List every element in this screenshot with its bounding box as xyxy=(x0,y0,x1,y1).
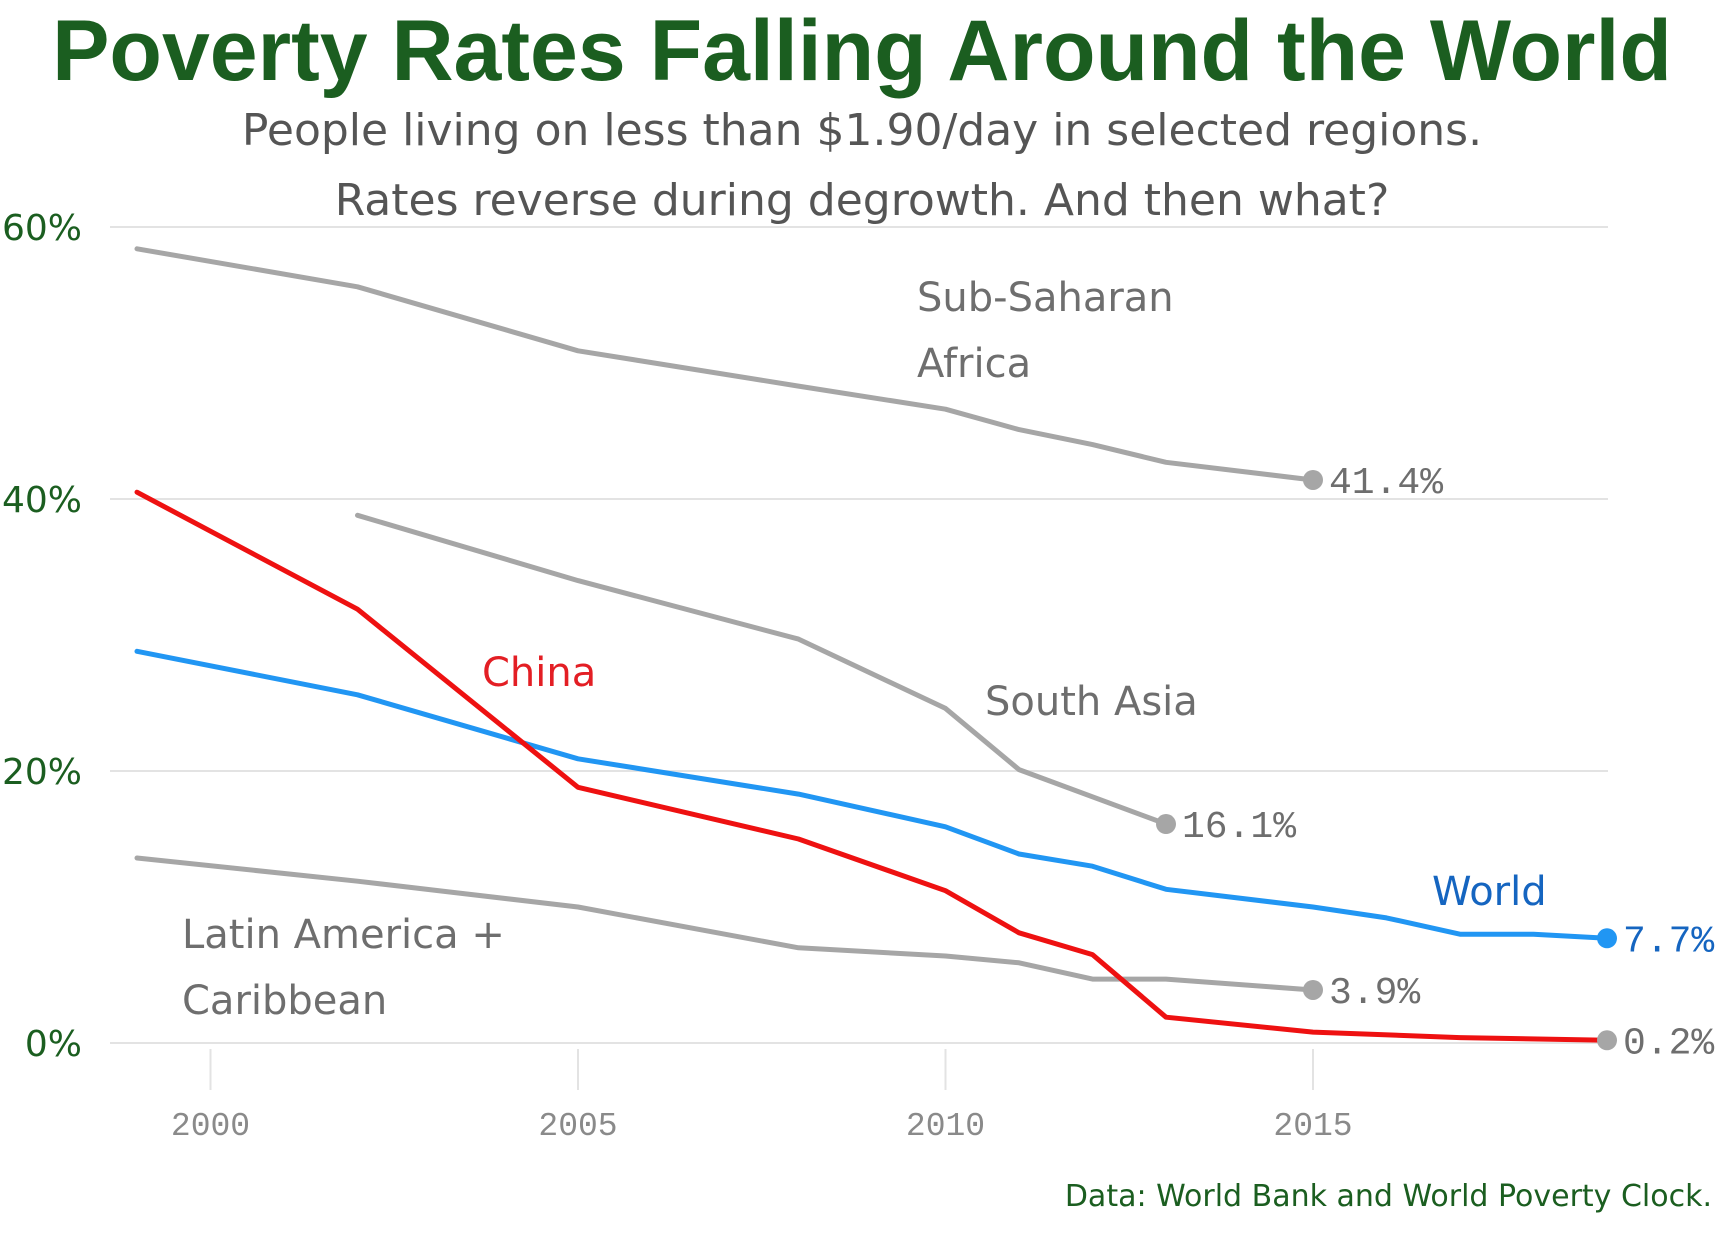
series-world: 7.7% World xyxy=(134,648,1714,963)
y-tick-label: 20% xyxy=(2,752,82,793)
axes: 0% 20% 40% 60% 2000 2005 2010 2015 xyxy=(2,208,1353,1145)
source-note: Data: World Bank and World Poverty Clock… xyxy=(1065,1179,1712,1214)
series-line-world xyxy=(134,648,1610,941)
series-end-point-sub-saharan-africa xyxy=(1303,469,1323,490)
chart-subtitle-line-2: Rates reverse during degrowth. And then … xyxy=(335,175,1390,226)
series-sub-saharan-africa: 41.4% Sub-Saharan Africa xyxy=(134,246,1443,505)
series-end-label-sub-saharan-africa: 41.4% xyxy=(1329,462,1443,505)
series-label-south-asia: South Asia xyxy=(985,679,1198,725)
series-line-sub-saharan-africa xyxy=(134,246,1316,483)
series-end-label-world: 7.7% xyxy=(1623,920,1714,963)
series-line-latin-america-caribbean xyxy=(134,855,1316,993)
chart-subtitle-line-1: People living on less than $1.90/day in … xyxy=(242,105,1482,156)
series-label-china: China xyxy=(482,650,596,696)
plot-area: 41.4% Sub-Saharan Africa 16.1% South Asia 3.9… xyxy=(134,246,1714,1065)
x-tick-label: 2000 xyxy=(171,1108,250,1145)
series-end-point-south-asia xyxy=(1156,814,1176,835)
grid xyxy=(110,226,1608,1090)
x-tick-label: 2005 xyxy=(538,1108,617,1145)
series-china: 0.2% China xyxy=(134,489,1714,1065)
series-label-latin-america-caribbean: Caribbean xyxy=(182,978,387,1024)
series-latin-america-caribbean: 3.9% Latin America + Caribbean xyxy=(134,855,1420,1024)
series-end-point-latin-america-caribbean xyxy=(1303,979,1323,1000)
series-end-point-world xyxy=(1597,928,1617,949)
x-tick-label: 2015 xyxy=(1273,1108,1352,1145)
y-tick-label: 40% xyxy=(2,480,82,521)
x-tick-label: 2010 xyxy=(906,1108,985,1145)
series-south-asia: 16.1% South Asia xyxy=(355,512,1296,849)
series-label-sub-saharan-africa: Africa xyxy=(917,341,1031,387)
series-end-point-china xyxy=(1597,1030,1617,1051)
chart-title: Poverty Rates Falling Around the World xyxy=(52,3,1672,99)
y-tick-label: 60% xyxy=(2,208,82,249)
series-label-sub-saharan-africa: Sub-Saharan xyxy=(917,275,1174,321)
series-label-world: World xyxy=(1432,869,1547,915)
series-end-label-china: 0.2% xyxy=(1623,1022,1714,1065)
y-tick-label: 0% xyxy=(25,1024,82,1065)
series-line-china xyxy=(134,489,1610,1043)
series-end-label-latin-america-caribbean: 3.9% xyxy=(1329,972,1420,1015)
series-line-south-asia xyxy=(355,512,1169,827)
series-end-label-south-asia: 16.1% xyxy=(1182,806,1296,849)
series-label-latin-america-caribbean: Latin America + xyxy=(182,912,505,958)
